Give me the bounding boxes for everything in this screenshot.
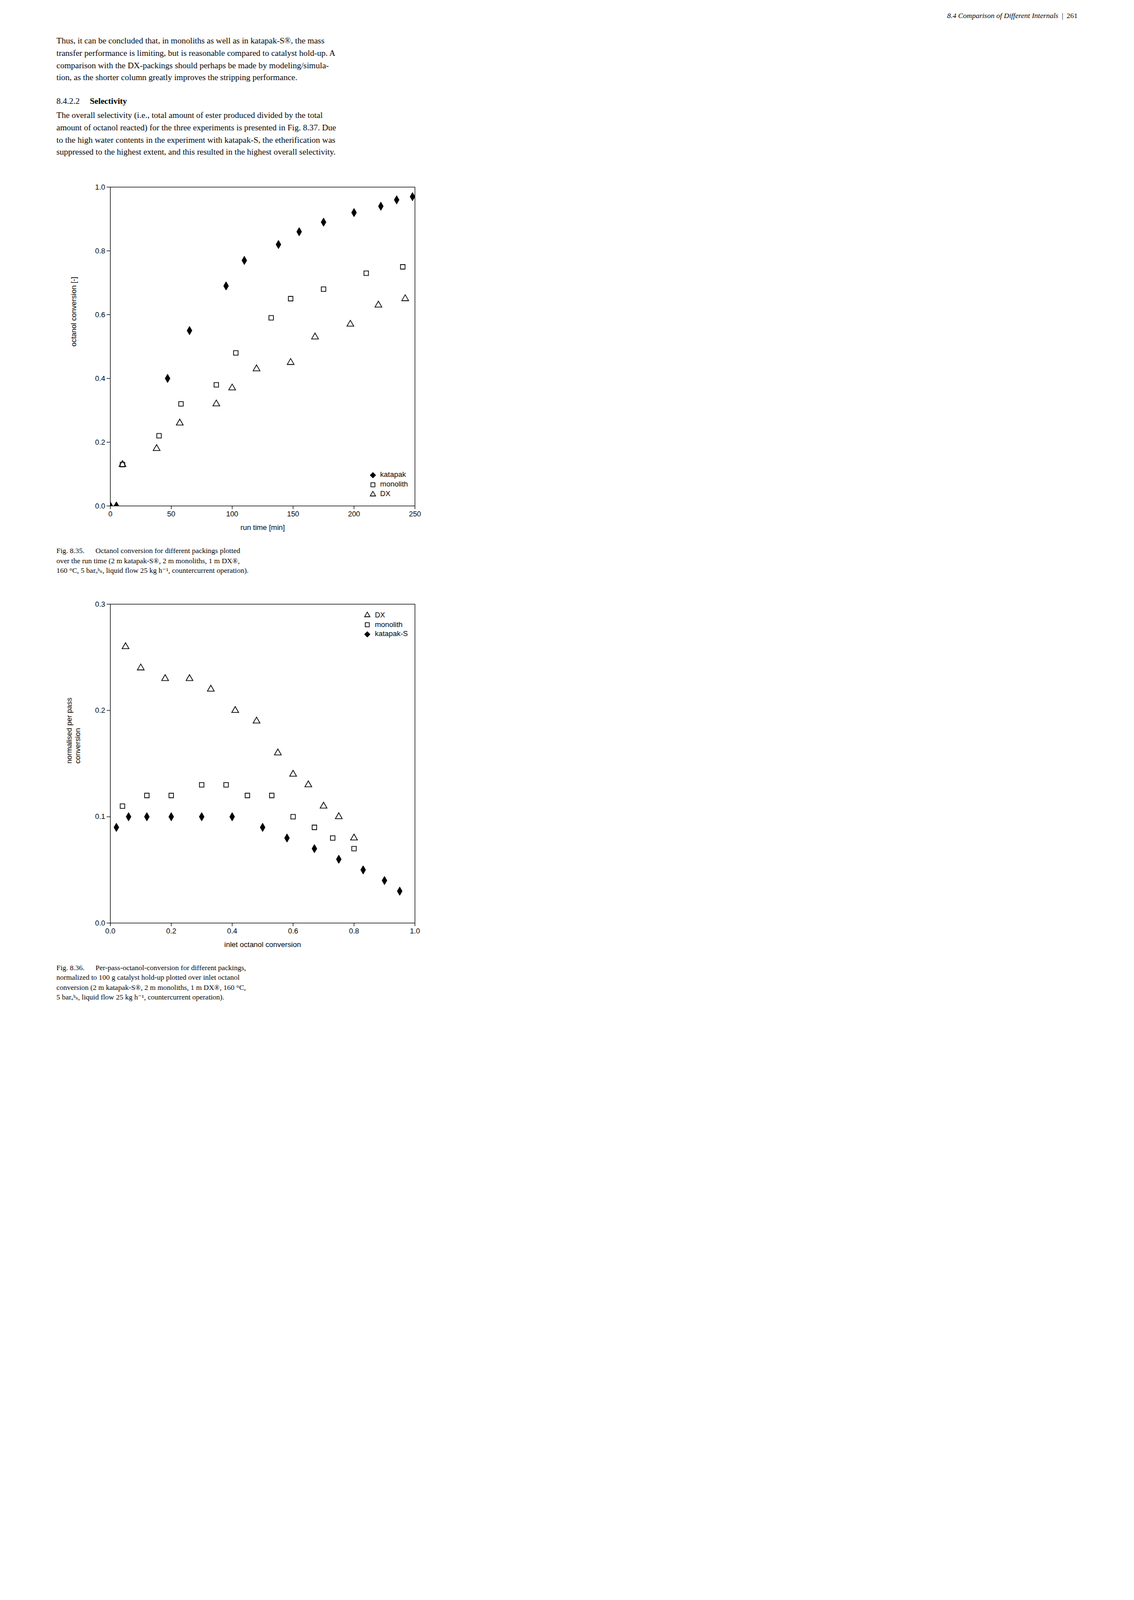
html-text:over the run time (2 m katapak: over the run time (2 m katapak-S®, 2 m m… (56, 555, 240, 565)
svg-text:50: 50 (166, 509, 175, 518)
svg-text:150: 150 (287, 509, 300, 518)
svg-text:250: 250 (409, 509, 422, 518)
html-text:katapak-S: katapak-S (374, 629, 408, 638)
html-text:suppressed to the highest exte: suppressed to the highest extent, and th… (56, 147, 336, 157)
html-text:transfer performance is limiti: transfer performance is limiting, but is… (56, 48, 336, 58)
svg-text:octanol conversion [-]: octanol conversion [-] (68, 276, 78, 347)
svg-text:0.6: 0.6 (94, 310, 105, 319)
svg-text:0.0: 0.0 (104, 925, 116, 935)
svg-text:0.2: 0.2 (94, 437, 105, 447)
html-text:DX: DX (374, 610, 386, 619)
html-text:Fig. 8.35. Octanol conversion: Fig. 8.35. Octanol conversion for differ… (56, 546, 241, 555)
html-text:tion, as the shorter column gr: tion, as the shorter column greatly impr… (56, 72, 298, 82)
html-text:monolith: monolith (374, 619, 403, 629)
html-text:monolith: monolith (380, 479, 408, 489)
svg-text:0.2: 0.2 (94, 705, 105, 715)
svg-text:0.1: 0.1 (94, 811, 105, 821)
svg-text:0.4: 0.4 (94, 374, 105, 383)
html-text:DX: DX (380, 489, 391, 498)
svg-text:0.2: 0.2 (165, 925, 177, 935)
svg-text:normalised per passconversion: normalised per passconversion (64, 696, 83, 764)
html-text:katapak: katapak (380, 470, 406, 479)
svg-text:run time [min]: run time [min] (240, 522, 285, 532)
html-text:normalized to 100 g catalyst h: normalized to 100 g catalyst hold-up plo… (56, 972, 240, 982)
html-text:Fig. 8.36. Per-pass-octanol-co: Fig. 8.36. Per-pass-octanol-conversion f… (56, 962, 246, 972)
html-text:comparison with the DX-packing: comparison with the DX-packings should p… (56, 60, 329, 70)
html-text:to the high water contents in: to the high water contents in the experi… (56, 135, 336, 145)
svg-text:100: 100 (226, 509, 239, 518)
svg-text:0.6: 0.6 (287, 925, 298, 935)
svg-text:200: 200 (348, 509, 361, 518)
svg-text:0: 0 (108, 509, 113, 518)
svg-text:0.8: 0.8 (94, 246, 105, 256)
svg-text:0.0: 0.0 (94, 917, 105, 927)
html-text:Thus, it can be concluded that: Thus, it can be concluded that, in monol… (56, 36, 325, 46)
svg-text:1.0: 1.0 (94, 182, 105, 192)
svg-text:0.4: 0.4 (226, 925, 237, 935)
html-text:amount of octanol reacted) for: amount of octanol reacted) for the three… (56, 122, 337, 132)
svg-text:0.0: 0.0 (94, 501, 105, 511)
html-text:Selectivity: Selectivity (89, 96, 127, 106)
svg-text:inlet octanol conversion: inlet octanol conversion (224, 939, 302, 948)
svg-text:1.0: 1.0 (409, 925, 420, 935)
html-text:8.4 Comparison of Different In: 8.4 Comparison of Different Internals | … (947, 11, 1078, 20)
svg-text:0.3: 0.3 (94, 599, 105, 608)
html-text:160 °C, 5 barₐᵇₛ, liquid flow: 160 °C, 5 barₐᵇₛ, liquid flow 25 kg h⁻¹,… (56, 565, 249, 575)
html-text:The overall selectivity (i.e.,: The overall selectivity (i.e., total amo… (56, 110, 323, 120)
html-text:conversion (2 m katapak-S®, 2: conversion (2 m katapak-S®, 2 m monolith… (56, 982, 246, 992)
svg-text:0.8: 0.8 (348, 925, 359, 935)
html-text:8.4.2.2: 8.4.2.2 (56, 96, 80, 106)
html-text:5 barₐᵇₛ, liquid flow 25 kg h⁻: 5 barₐᵇₛ, liquid flow 25 kg h⁻¹, counter… (56, 992, 225, 1002)
